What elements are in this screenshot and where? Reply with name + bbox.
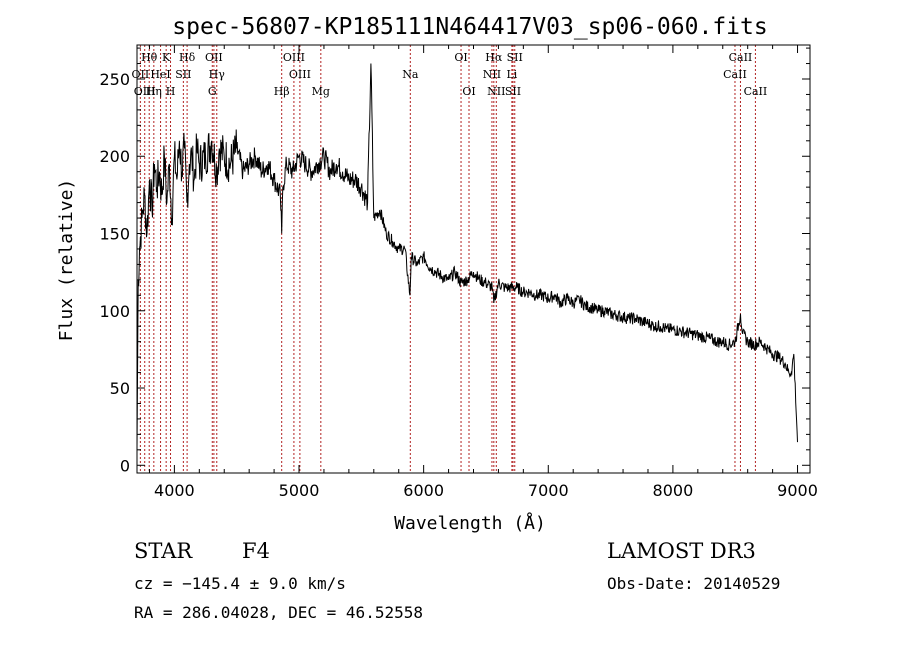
- spectral-line-label: Mg: [312, 85, 330, 98]
- spectral-line-label: Na: [402, 68, 419, 81]
- spectral-line-label: Hη: [146, 85, 162, 98]
- spectral-line-label: Hγ: [209, 68, 226, 81]
- y-tick-label: 100: [99, 302, 130, 321]
- x-tick-label: 9000: [777, 481, 818, 500]
- x-axis: 4000 5000 6000 7000 8000 9000: [148, 45, 818, 500]
- spectral-line-label: CaII: [744, 85, 768, 98]
- spectral-line-label: K: [162, 51, 171, 64]
- y-tick-label: 50: [110, 379, 130, 398]
- y-axis: 0 50 100 150 200 250: [99, 47, 810, 475]
- x-tick-label: 4000: [154, 481, 195, 500]
- spectral-line-label: Li: [506, 68, 517, 81]
- spectrum-series-line: [136, 63, 798, 450]
- spectral-line-label: OIII: [283, 51, 305, 64]
- sky-coordinates: RA = 286.04028, DEC = 46.52558: [134, 603, 423, 622]
- spectral-line-label: Hα: [485, 51, 503, 64]
- spectral-line-markers: [139, 45, 756, 473]
- y-axis-label: Flux (relative): [56, 179, 77, 342]
- spectral-line-label: NII: [487, 85, 505, 98]
- redshift-velocity: cz = −145.4 ± 9.0 km/s: [134, 574, 346, 593]
- spectral-line-label: G: [208, 85, 217, 98]
- x-tick-label: 5000: [279, 481, 320, 500]
- x-tick-label: 6000: [403, 481, 444, 500]
- y-tick-label: 200: [99, 147, 130, 166]
- spectral-line-label: SII: [507, 51, 523, 64]
- object-class: STAR: [134, 539, 193, 563]
- spectral-line-label: HeI: [150, 68, 170, 81]
- y-tick-label: 250: [99, 70, 130, 89]
- spectral-line-label: OIII: [134, 85, 156, 98]
- chart-title: spec-56807-KP185111N464417V03_sp06-060.f…: [172, 14, 767, 40]
- y-tick-label: 0: [120, 456, 130, 475]
- spectral-line-label: OI: [462, 85, 475, 98]
- spectral-line-label: Hβ: [274, 85, 290, 98]
- plot-frame: [136, 44, 811, 474]
- spectral-line-label: Hδ: [179, 51, 196, 64]
- y-tick-label: 150: [99, 225, 130, 244]
- spectral-line-label: SII: [505, 85, 521, 98]
- spectral-line-label: Hθ: [141, 51, 158, 64]
- x-axis-label: Wavelength (Å): [394, 512, 546, 534]
- spectral-line-label: SII: [175, 68, 191, 81]
- spectral-line-label: OI: [454, 51, 467, 64]
- survey-name: LAMOST DR3: [607, 539, 756, 563]
- spectral-line-label: H: [166, 85, 176, 98]
- x-tick-label: 8000: [653, 481, 694, 500]
- spectral-line-label: OIII: [289, 68, 311, 81]
- object-subclass: F4: [242, 539, 270, 563]
- spectral-line-label: OII: [205, 51, 223, 64]
- spectral-line-label: NII: [483, 68, 501, 81]
- spectral-line-label: OII: [132, 68, 150, 81]
- observation-date: Obs-Date: 20140529: [607, 574, 781, 593]
- spectral-line-label: CaII: [729, 51, 753, 64]
- x-tick-label: 7000: [528, 481, 569, 500]
- spectral-line-label: CaII: [723, 68, 747, 81]
